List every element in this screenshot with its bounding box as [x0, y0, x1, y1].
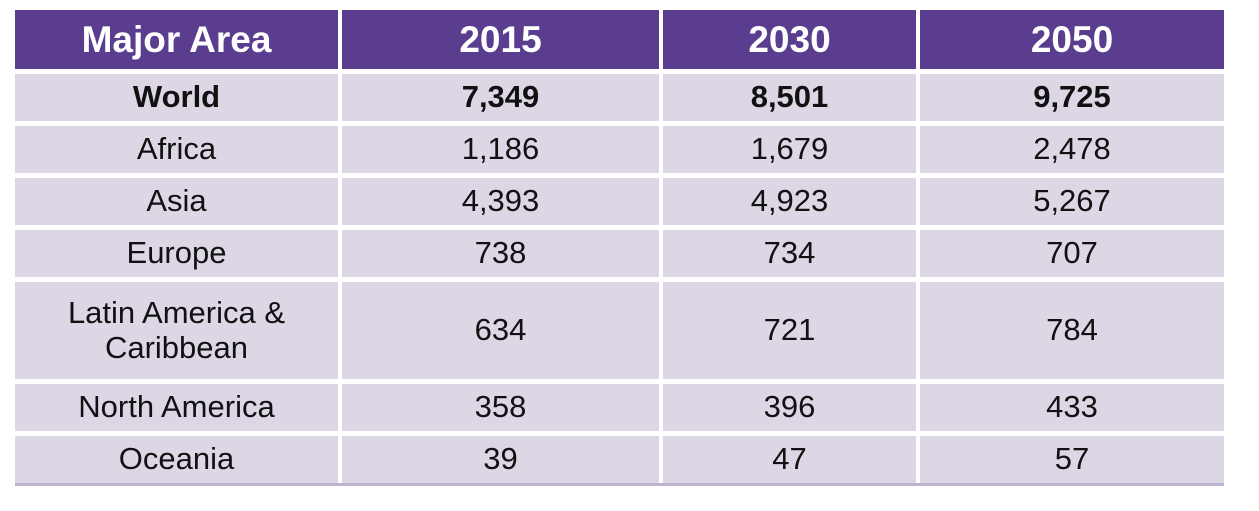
- row-label: North America: [15, 384, 338, 431]
- value-2015: 738: [342, 230, 659, 277]
- row-label: Europe: [15, 230, 338, 277]
- value-2030: 396: [663, 384, 916, 431]
- header-cell-2050: 2050: [920, 10, 1224, 69]
- value-2015: 1,186: [342, 126, 659, 173]
- population-projection-table: Major Area 2015 2030 2050 World 7,349 8,…: [15, 10, 1224, 486]
- value-2050: 9,725: [920, 74, 1224, 121]
- row-label: Oceania: [15, 436, 338, 483]
- value-2015: 4,393: [342, 178, 659, 225]
- value-2030: 8,501: [663, 74, 916, 121]
- value-2015: 358: [342, 384, 659, 431]
- row-label: World: [15, 74, 338, 121]
- table-header-row: Major Area 2015 2030 2050: [15, 10, 1224, 69]
- value-2015: 39: [342, 436, 659, 483]
- value-2050: 433: [920, 384, 1224, 431]
- header-cell-major-area: Major Area: [15, 10, 338, 69]
- value-2015: 7,349: [342, 74, 659, 121]
- table-row-africa: Africa 1,186 1,679 2,478: [15, 126, 1224, 173]
- value-2015: 634: [342, 282, 659, 379]
- value-2050: 784: [920, 282, 1224, 379]
- value-2030: 1,679: [663, 126, 916, 173]
- row-label: Asia: [15, 178, 338, 225]
- value-2030: 734: [663, 230, 916, 277]
- value-2050: 57: [920, 436, 1224, 483]
- value-2030: 4,923: [663, 178, 916, 225]
- header-cell-2015: 2015: [342, 10, 659, 69]
- header-cell-2030: 2030: [663, 10, 916, 69]
- value-2030: 721: [663, 282, 916, 379]
- value-2030: 47: [663, 436, 916, 483]
- table-row-latin-america-caribbean: Latin America & Caribbean 634 721 784: [15, 282, 1224, 379]
- row-label: Latin America & Caribbean: [15, 282, 338, 379]
- table-row-oceania: Oceania 39 47 57: [15, 436, 1224, 483]
- value-2050: 2,478: [920, 126, 1224, 173]
- table-row-north-america: North America 358 396 433: [15, 384, 1224, 431]
- table-row-asia: Asia 4,393 4,923 5,267: [15, 178, 1224, 225]
- table-row-world: World 7,349 8,501 9,725: [15, 74, 1224, 121]
- value-2050: 707: [920, 230, 1224, 277]
- row-label: Africa: [15, 126, 338, 173]
- value-2050: 5,267: [920, 178, 1224, 225]
- table-row-europe: Europe 738 734 707: [15, 230, 1224, 277]
